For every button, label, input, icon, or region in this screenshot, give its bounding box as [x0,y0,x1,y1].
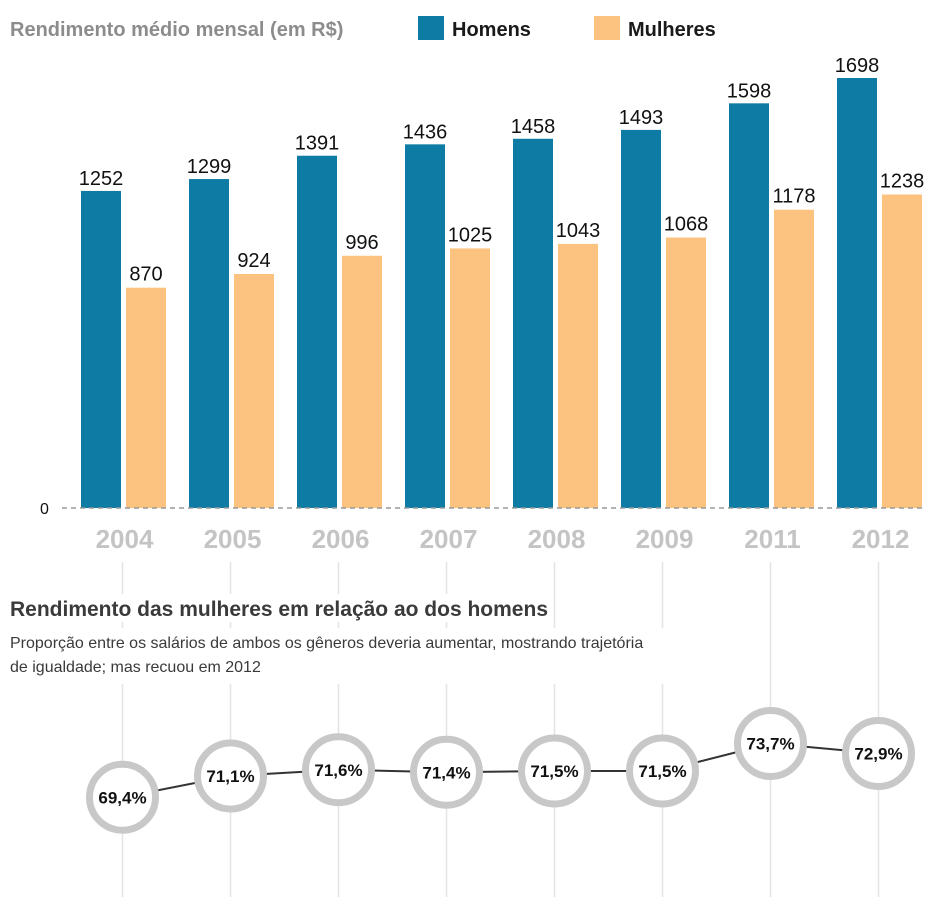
value-label-mulheres-2011: 1178 [772,186,815,208]
legend-swatch-mulheres [594,16,620,40]
year-label-2012: 2012 [852,524,910,554]
ratio-line-group: 69,4% 71,1% 71,6% 71,4% 71,5% 71,5% 73,7% 72,9% [86,707,915,834]
ratio-point-2004 [86,760,159,834]
subtitle-line-2: de igualdade; mas recuou em 2012 [10,659,261,676]
ratio-label-2006: 71,6% [314,761,362,780]
year-label-2007: 2007 [420,524,478,554]
ratio-label-2005: 71,1% [206,767,254,786]
value-label-homens-2005: 1299 [187,156,232,178]
legend-swatch-homens [418,16,444,40]
bar-mulheres-2005 [234,274,274,508]
ratio-point-2008 [518,734,591,808]
value-label-mulheres-2012: 1238 [880,170,925,192]
bar-mulheres-2006 [342,255,382,508]
ratio-point-2009 [626,734,699,808]
value-label-mulheres-2007: 1025 [448,224,493,246]
year-label-2006: 2006 [312,524,370,554]
ratio-point-2005 [194,739,267,813]
bar-mulheres-2011 [774,209,814,509]
ratio-point-2007 [410,735,483,809]
value-label-homens-2009: 1493 [619,107,664,129]
legend-label-mulheres: Mulheres [628,19,716,41]
bar-mulheres-2009 [666,237,706,508]
bar-homens-2007 [405,144,445,509]
ratio-label-2011: 73,7% [746,735,794,754]
bar-mulheres-2004 [126,287,166,508]
value-label-mulheres-2006: 996 [345,232,378,254]
bar-mulheres-2008 [558,243,598,508]
ratio-label-2009: 71,5% [638,762,686,781]
bar-homens-2005 [189,179,229,508]
bar-group: 1252 870 1299 924 1391 996 1436 1025 1458 1043 149… [79,55,925,509]
ratio-point-2011 [734,707,807,780]
bar-homens-2006 [297,155,337,509]
subtitle2-backdrop [8,628,718,684]
bar-mulheres-2012 [882,194,922,508]
value-label-mulheres-2004: 870 [129,264,162,286]
title2-backdrop [8,594,548,622]
ratio-label-2008: 71,5% [530,762,578,781]
zero-tick-label: 0 [40,501,49,518]
year-label-2008: 2008 [528,524,586,554]
ratio-point-2012 [842,717,915,790]
subtitle-line-1: Proporção entre os salários de ambos os … [10,635,643,652]
ratio-point-2006 [302,733,375,807]
year-label-2005: 2005 [204,524,262,554]
bar-mulheres-2007 [450,248,490,508]
value-label-homens-2008: 1458 [511,116,556,138]
year-label-2004: 2004 [96,524,154,554]
year-label-2011: 2011 [744,524,800,554]
value-label-mulheres-2009: 1068 [664,214,709,236]
ratio-label-2012: 72,9% [854,745,902,764]
value-label-mulheres-2008: 1043 [556,220,601,242]
ratio-chart-title: Rendimento das mulheres em relação ao do… [10,598,548,621]
bar-homens-2009 [621,129,661,509]
value-label-mulheres-2005: 924 [237,250,270,272]
chart-title: Rendimento médio mensal (em R$) [10,19,343,41]
ratio-label-2007: 71,4% [422,763,470,782]
year-labels: 2004 2005 2006 2007 2008 2009 2011 2012 [96,524,910,554]
value-label-homens-2012: 1698 [835,55,880,77]
value-label-homens-2007: 1436 [403,121,448,143]
value-label-homens-2006: 1391 [295,133,340,155]
bar-homens-2011 [729,103,769,508]
value-label-homens-2004: 1252 [79,168,124,190]
ratio-chart-subtitle: Proporção entre os salários de ambos os … [10,635,648,676]
legend: Homens Mulheres [418,16,716,41]
legend-label-homens: Homens [452,19,531,41]
ratio-label-2004: 69,4% [98,788,146,807]
bar-homens-2004 [81,190,121,508]
year-label-2009: 2009 [636,524,694,554]
bar-homens-2008 [513,138,553,508]
bar-homens-2012 [837,78,877,508]
value-label-homens-2011: 1598 [727,80,772,102]
